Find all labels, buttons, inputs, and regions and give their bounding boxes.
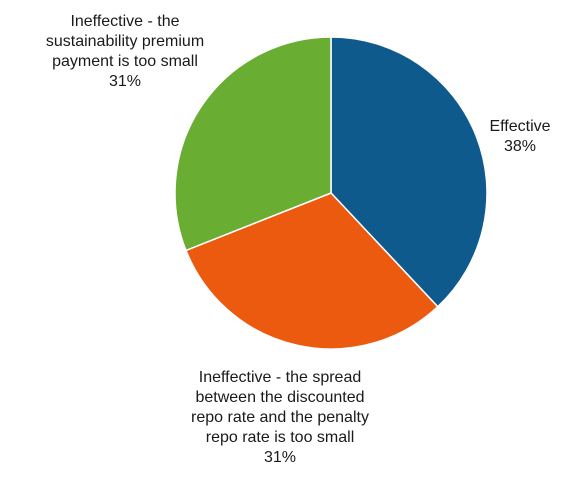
slice-value-label: 31% xyxy=(109,73,141,90)
slice-category-label: sustainability premium xyxy=(46,33,204,50)
slice-labels: Effective 38% Ineffective - the spread betw… xyxy=(46,13,551,466)
slice-category-label: Ineffective - the xyxy=(70,13,179,30)
slice-label-2: Ineffective - the spread between the disc… xyxy=(191,369,369,466)
slice-label-1: Effective 38% xyxy=(489,118,550,155)
slice-category-label: payment is too small xyxy=(52,53,198,70)
slice-category-label: repo rate and the penalty xyxy=(191,409,369,426)
slice-label-3: Ineffective - the sustainability premium p… xyxy=(46,13,204,90)
slice-category-label: Effective xyxy=(489,118,550,135)
slice-category-label: repo rate is too small xyxy=(206,429,355,446)
slice-category-label: between the discounted xyxy=(195,389,364,406)
pie-slices xyxy=(174,36,488,350)
slice-value-label: 38% xyxy=(504,138,536,155)
pie-slice-2 xyxy=(185,192,439,350)
pie-slice-1 xyxy=(330,36,488,308)
slice-category-label: Ineffective - the spread xyxy=(199,369,361,386)
slice-value-label: 31% xyxy=(264,449,296,466)
pie-slice-3 xyxy=(174,36,332,252)
